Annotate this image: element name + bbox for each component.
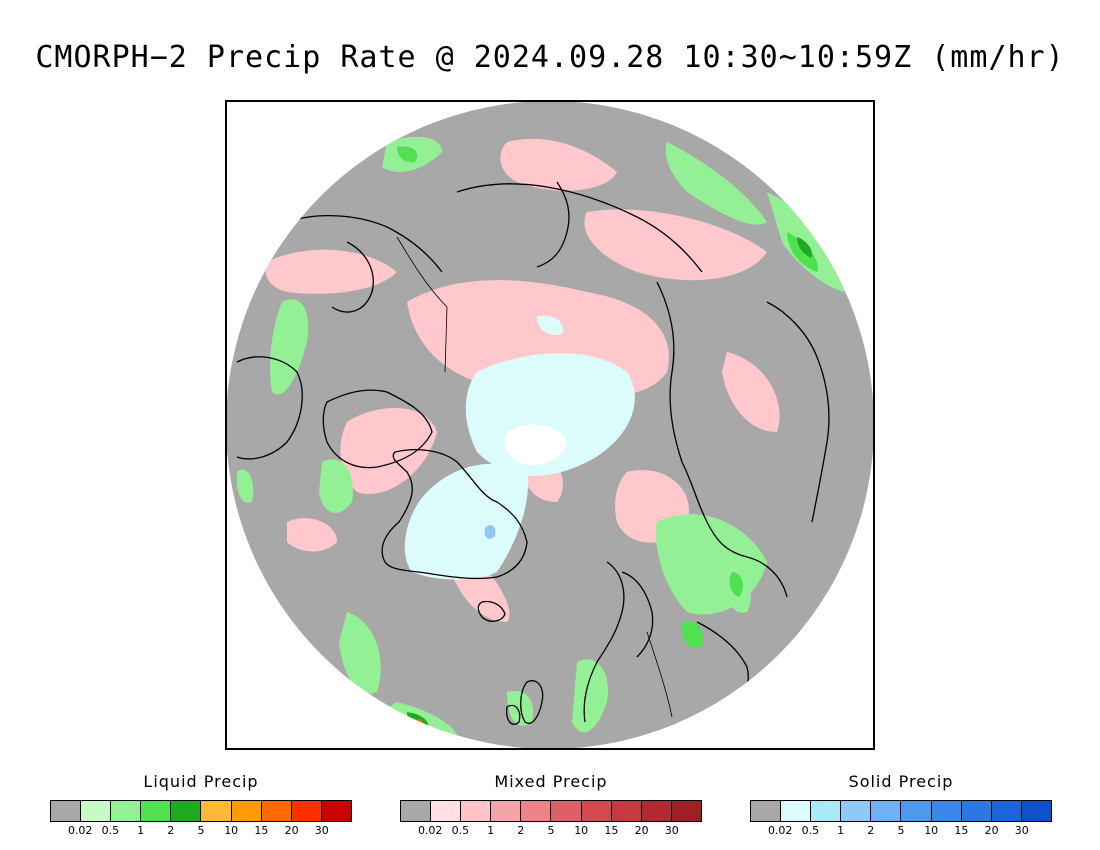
legend-liquid-tick-label: 0.02 bbox=[67, 824, 93, 837]
legend-solid-tick-label: 5 bbox=[897, 824, 905, 837]
legend-mixed-swatch bbox=[641, 801, 672, 821]
legend-solid-swatch bbox=[931, 801, 962, 821]
legend-solid-tick-label: 0.02 bbox=[767, 824, 793, 837]
legend-mixed-colorbar bbox=[400, 800, 702, 822]
map-canvas bbox=[227, 102, 873, 748]
legend-solid-swatch bbox=[781, 801, 812, 821]
legend-liquid-tick-label: 20 bbox=[284, 824, 299, 837]
legend-mixed-tick-label: 0.02 bbox=[417, 824, 443, 837]
political-boundaries bbox=[396, 236, 673, 718]
legend-liquid-swatch bbox=[141, 801, 172, 821]
legend-liquid-swatch bbox=[51, 801, 82, 821]
legend-solid-swatch bbox=[871, 801, 902, 821]
legend-mixed-swatch bbox=[491, 801, 522, 821]
legend-liquid-swatch bbox=[111, 801, 142, 821]
legend-liquid-swatch bbox=[261, 801, 292, 821]
legend-solid-tick-label: 15 bbox=[954, 824, 969, 837]
legend-solid-swatch bbox=[961, 801, 992, 821]
map-title: CMORPH−2 Precip Rate @ 2024.09.28 10:30~… bbox=[35, 40, 1065, 75]
legend-liquid-swatch bbox=[291, 801, 322, 821]
legend-solid-swatch bbox=[841, 801, 872, 821]
legend-mixed-tick-label: 20 bbox=[634, 824, 649, 837]
legend-mixed-swatch bbox=[671, 801, 701, 821]
legend-solid-swatch bbox=[751, 801, 782, 821]
pole-hole bbox=[504, 424, 567, 466]
legend-liquid-tick-label: 5 bbox=[197, 824, 205, 837]
legend-solid-swatch bbox=[811, 801, 842, 821]
legend-solid-tick-label: 10 bbox=[924, 824, 939, 837]
legend-mixed-title: Mixed Precip bbox=[494, 772, 608, 791]
legend-liquid-swatch bbox=[81, 801, 112, 821]
legend-liquid-colorbar bbox=[50, 800, 352, 822]
legend-solid-swatch bbox=[991, 801, 1022, 821]
legend-mixed-swatch bbox=[461, 801, 492, 821]
legend-solid-tick-label: 20 bbox=[984, 824, 999, 837]
legend-mixed-swatch bbox=[611, 801, 642, 821]
legend-mixed-tick-label: 10 bbox=[574, 824, 589, 837]
legend-solid-title: Solid Precip bbox=[848, 772, 954, 791]
legend-liquid-swatch bbox=[201, 801, 232, 821]
legend-mixed-swatch bbox=[431, 801, 462, 821]
legend-mixed-tick-label: 15 bbox=[604, 824, 619, 837]
legend-mixed-ticks: 0.02 0.5 1 2 5 10 15 20 30 bbox=[400, 824, 702, 840]
legend-mixed-tick-label: 2 bbox=[517, 824, 525, 837]
legend-mixed-swatch bbox=[521, 801, 552, 821]
liquid-precip-spot bbox=[416, 719, 422, 725]
legend-liquid-swatch bbox=[321, 801, 351, 821]
legend-mixed: Mixed Precip 0.02 0.5 1 2 5 10 15 20 30 bbox=[400, 772, 702, 840]
polar-precip-map bbox=[225, 100, 875, 750]
legend-mixed-swatch bbox=[581, 801, 612, 821]
legend-solid-ticks: 0.02 0.5 1 2 5 10 15 20 30 bbox=[750, 824, 1052, 840]
legend-solid: Solid Precip 0.02 0.5 1 2 5 10 15 20 30 bbox=[750, 772, 1052, 840]
legend-liquid-tick-label: 15 bbox=[254, 824, 269, 837]
legend-solid-colorbar bbox=[750, 800, 1052, 822]
legend-mixed-tick-label: 0.5 bbox=[451, 824, 470, 837]
legend-liquid-tick-label: 0.5 bbox=[101, 824, 120, 837]
liquid-precip-moderate bbox=[397, 146, 818, 648]
coastlines bbox=[236, 181, 830, 725]
legend-liquid-swatch bbox=[231, 801, 262, 821]
legend-solid-swatch bbox=[901, 801, 932, 821]
legend-liquid-tick-label: 1 bbox=[137, 824, 145, 837]
legend-solid-tick-label: 2 bbox=[867, 824, 875, 837]
solid-precip-heavier bbox=[484, 525, 496, 539]
legend-solid-tick-label: 1 bbox=[837, 824, 845, 837]
legend-mixed-swatch bbox=[551, 801, 582, 821]
legend-liquid-ticks: 0.02 0.5 1 2 5 10 15 20 30 bbox=[50, 824, 352, 840]
legend-solid-tick-label: 0.5 bbox=[801, 824, 820, 837]
legend-mixed-swatch bbox=[401, 801, 432, 821]
legend-mixed-tick-label: 30 bbox=[664, 824, 679, 837]
legend-solid-tick-label: 30 bbox=[1014, 824, 1029, 837]
legend-liquid: Liquid Precip 0.02 0.5 1 2 5 10 15 20 30 bbox=[50, 772, 352, 840]
legend-mixed-tick-label: 1 bbox=[487, 824, 495, 837]
legend-solid-swatch bbox=[1021, 801, 1051, 821]
legend-liquid-title: Liquid Precip bbox=[143, 772, 259, 791]
legend-liquid-tick-label: 30 bbox=[314, 824, 329, 837]
solid-precip-areas bbox=[404, 315, 635, 580]
legend-mixed-tick-label: 5 bbox=[547, 824, 555, 837]
legend-liquid-tick-label: 2 bbox=[167, 824, 175, 837]
legend-liquid-tick-label: 10 bbox=[224, 824, 239, 837]
legend-liquid-swatch bbox=[171, 801, 202, 821]
